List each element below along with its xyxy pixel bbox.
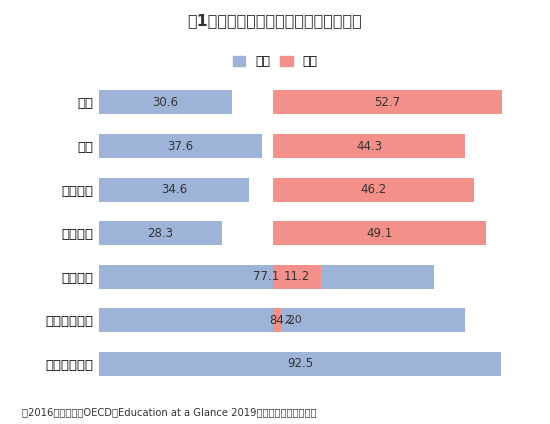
Text: 28.3: 28.3 xyxy=(147,227,173,240)
Bar xyxy=(99,134,262,158)
Text: 30.6: 30.6 xyxy=(152,96,179,109)
Bar xyxy=(273,308,282,332)
Text: 37.6: 37.6 xyxy=(168,139,194,153)
Text: 34.6: 34.6 xyxy=(161,183,187,196)
Text: 44.3: 44.3 xyxy=(356,139,382,153)
Bar xyxy=(273,221,486,245)
Text: 49.1: 49.1 xyxy=(366,227,393,240)
Text: 52.7: 52.7 xyxy=(374,96,400,109)
Text: 11.2: 11.2 xyxy=(284,270,310,283)
Bar xyxy=(273,90,502,114)
Text: 77.1: 77.1 xyxy=(254,270,279,283)
Text: 84.2: 84.2 xyxy=(269,314,295,327)
Bar xyxy=(99,221,222,245)
Bar xyxy=(273,134,465,158)
Text: 46.2: 46.2 xyxy=(360,183,386,196)
Bar xyxy=(99,178,249,201)
Bar xyxy=(273,265,321,289)
Text: 92.5: 92.5 xyxy=(287,357,313,371)
Bar xyxy=(99,352,501,376)
Text: 図1　高等教育の費用負担の内訳（％）: 図1 高等教育の費用負担の内訳（％） xyxy=(188,13,362,28)
Text: 2.0: 2.0 xyxy=(284,315,301,325)
Bar xyxy=(99,308,465,332)
Bar xyxy=(99,265,434,289)
Legend: 政府, 家庭: 政府, 家庭 xyxy=(233,55,317,68)
Bar xyxy=(273,178,474,201)
Bar xyxy=(99,90,232,114)
Text: ＊2016年の統計。OECD『Education at a Glance 2019』より菅田敏彦作成。: ＊2016年の統計。OECD『Education at a Glance 201… xyxy=(22,407,316,418)
